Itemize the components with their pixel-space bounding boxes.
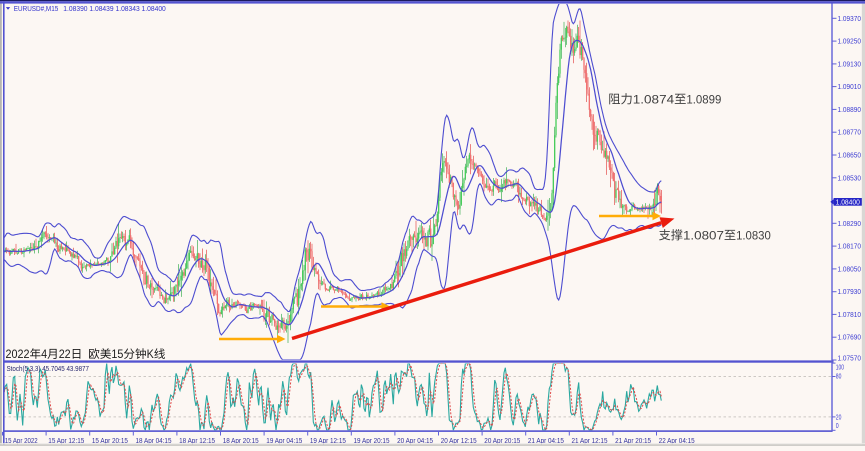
svg-text:15: 15	[111, 348, 123, 361]
svg-text:Stoch(5,3,3) 45.7045 43.9877: Stoch(5,3,3) 45.7045 43.9877	[7, 366, 90, 373]
svg-text:1.08890: 1.08890	[838, 107, 862, 114]
svg-text:1.09010: 1.09010	[838, 84, 862, 91]
svg-text:1.08530: 1.08530	[838, 175, 862, 182]
svg-text:1.08400: 1.08400	[836, 199, 860, 206]
svg-text:0: 0	[836, 423, 839, 430]
svg-text:1.0807: 1.0807	[683, 228, 724, 242]
svg-text:1.0899: 1.0899	[686, 92, 721, 106]
svg-text:1.07570: 1.07570	[838, 356, 862, 363]
svg-text:19 Apr 20:15: 19 Apr 20:15	[354, 438, 390, 445]
svg-text:22 Apr 04:15: 22 Apr 04:15	[659, 438, 695, 445]
svg-text:22: 22	[59, 348, 71, 361]
svg-text:20 Apr 12:15: 20 Apr 12:15	[441, 438, 477, 445]
svg-text:15 Apr 12:15: 15 Apr 12:15	[48, 438, 84, 445]
svg-text:1.07810: 1.07810	[838, 312, 862, 319]
svg-text:1.08770: 1.08770	[838, 130, 862, 137]
svg-text:1.08050: 1.08050	[838, 266, 862, 273]
svg-text:1.07930: 1.07930	[838, 289, 862, 296]
svg-text:1.0830: 1.0830	[736, 228, 771, 242]
svg-text:21 Apr 12:15: 21 Apr 12:15	[572, 438, 608, 445]
svg-text:20 Apr 04:15: 20 Apr 04:15	[397, 438, 433, 445]
svg-text:1.07690: 1.07690	[838, 335, 862, 342]
svg-text:1.08650: 1.08650	[838, 153, 862, 160]
svg-text:15 Apr 2022: 15 Apr 2022	[5, 438, 38, 445]
svg-text:1.0874: 1.0874	[633, 92, 674, 106]
svg-text:100: 100	[836, 365, 844, 372]
svg-text:15 Apr 20:15: 15 Apr 20:15	[92, 438, 128, 445]
svg-text:1.09370: 1.09370	[838, 16, 862, 23]
svg-text:1.08390 1.08439 1.08343 1.0840: 1.08390 1.08439 1.08343 1.08400	[63, 4, 166, 13]
svg-text:20 Apr 20:15: 20 Apr 20:15	[484, 438, 520, 445]
svg-text:19 Apr 12:15: 19 Apr 12:15	[310, 438, 346, 445]
svg-text:21 Apr 04:15: 21 Apr 04:15	[528, 438, 564, 445]
svg-text:EURUSD#,M15: EURUSD#,M15	[14, 4, 59, 13]
svg-text:21 Apr 20:15: 21 Apr 20:15	[615, 438, 651, 445]
svg-text:80: 80	[836, 374, 842, 381]
svg-text:1.08290: 1.08290	[838, 221, 862, 228]
svg-text:1.08170: 1.08170	[838, 244, 862, 251]
svg-text:2022: 2022	[6, 348, 30, 361]
svg-text:1.09250: 1.09250	[838, 39, 862, 46]
svg-text:20: 20	[836, 414, 842, 421]
svg-text:18 Apr 04:15: 18 Apr 04:15	[136, 438, 172, 445]
svg-text:K: K	[147, 348, 154, 361]
svg-text:18 Apr 20:15: 18 Apr 20:15	[223, 438, 259, 445]
svg-text:18 Apr 12:15: 18 Apr 12:15	[179, 438, 215, 445]
svg-text:1.09130: 1.09130	[838, 61, 862, 68]
svg-text:19 Apr 04:15: 19 Apr 04:15	[266, 438, 302, 445]
svg-text:4: 4	[41, 348, 48, 361]
